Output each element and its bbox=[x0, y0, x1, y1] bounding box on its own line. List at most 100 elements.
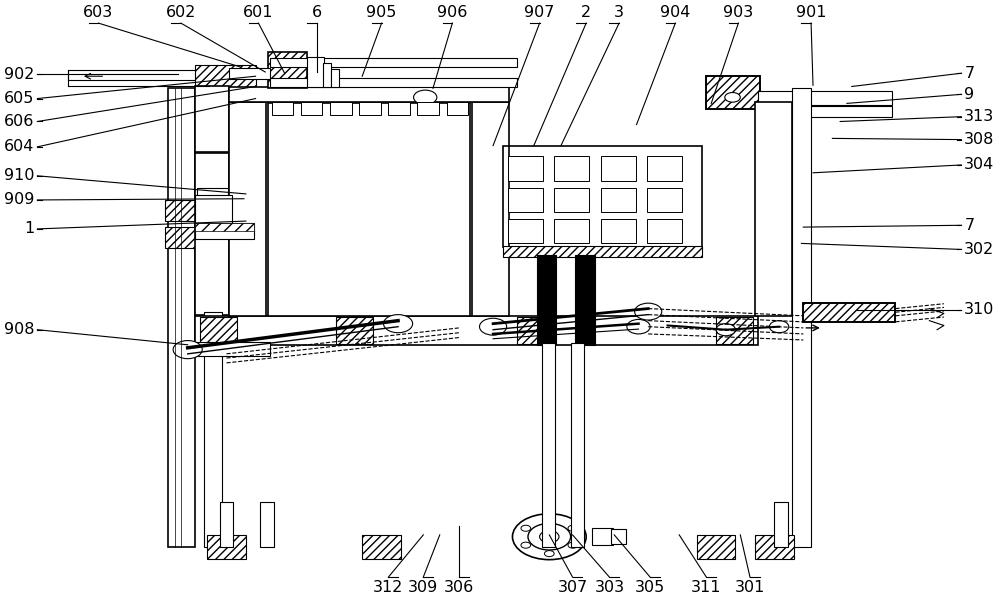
Bar bbox=[503, 246, 702, 257]
Bar bbox=[575, 255, 595, 345]
Bar bbox=[716, 317, 753, 344]
Bar bbox=[165, 227, 200, 248]
Bar bbox=[537, 255, 556, 345]
Bar bbox=[508, 219, 543, 243]
Bar bbox=[542, 343, 555, 547]
Bar bbox=[270, 58, 517, 67]
Bar bbox=[229, 87, 509, 102]
Text: 904: 904 bbox=[660, 5, 691, 20]
Bar bbox=[68, 70, 209, 80]
Bar bbox=[188, 342, 270, 356]
Circle shape bbox=[173, 341, 202, 359]
Text: 302: 302 bbox=[964, 242, 995, 257]
Bar bbox=[503, 146, 702, 247]
Bar bbox=[301, 102, 322, 116]
Bar bbox=[601, 157, 636, 181]
Bar bbox=[307, 71, 326, 79]
Circle shape bbox=[544, 517, 554, 523]
Circle shape bbox=[521, 525, 531, 531]
Circle shape bbox=[414, 90, 437, 105]
Text: 606: 606 bbox=[4, 114, 35, 129]
Bar bbox=[508, 157, 543, 181]
Text: 605: 605 bbox=[4, 91, 35, 106]
Text: 310: 310 bbox=[964, 302, 995, 317]
Circle shape bbox=[568, 525, 578, 531]
Text: 6: 6 bbox=[312, 5, 322, 20]
Bar bbox=[195, 223, 254, 231]
Text: 7: 7 bbox=[964, 218, 974, 233]
Bar bbox=[195, 65, 256, 88]
Text: 303: 303 bbox=[594, 580, 624, 595]
Bar bbox=[706, 76, 760, 110]
Bar bbox=[200, 317, 237, 344]
Bar bbox=[601, 219, 636, 243]
Bar bbox=[195, 195, 232, 224]
Bar bbox=[165, 200, 200, 221]
Text: 7: 7 bbox=[964, 66, 974, 80]
Bar bbox=[554, 157, 589, 181]
Circle shape bbox=[480, 318, 507, 335]
Bar bbox=[168, 88, 195, 547]
Bar bbox=[268, 52, 307, 88]
Bar bbox=[336, 317, 373, 344]
Text: 908: 908 bbox=[4, 322, 35, 337]
Text: 903: 903 bbox=[723, 5, 753, 20]
Text: 2: 2 bbox=[581, 5, 591, 20]
Bar bbox=[472, 102, 509, 316]
Text: 306: 306 bbox=[444, 580, 474, 595]
Bar bbox=[331, 69, 339, 87]
Bar bbox=[647, 157, 682, 181]
Bar bbox=[268, 103, 470, 316]
Bar bbox=[601, 188, 636, 212]
Bar bbox=[195, 316, 758, 345]
Bar bbox=[697, 535, 735, 559]
Text: 312: 312 bbox=[373, 580, 404, 595]
Text: 909: 909 bbox=[4, 192, 35, 208]
Text: 604: 604 bbox=[4, 139, 35, 154]
Circle shape bbox=[512, 514, 586, 560]
Text: 910: 910 bbox=[4, 168, 35, 183]
Text: 601: 601 bbox=[243, 5, 274, 20]
Bar bbox=[330, 102, 352, 116]
Bar bbox=[260, 502, 274, 547]
Text: 304: 304 bbox=[964, 157, 995, 172]
Text: 906: 906 bbox=[437, 5, 468, 20]
Bar bbox=[774, 502, 788, 547]
Bar bbox=[207, 535, 246, 559]
Text: 602: 602 bbox=[166, 5, 196, 20]
Circle shape bbox=[521, 542, 531, 548]
Bar bbox=[554, 188, 589, 212]
Circle shape bbox=[716, 324, 735, 336]
Bar bbox=[195, 230, 254, 238]
Bar bbox=[359, 102, 381, 116]
Bar bbox=[388, 102, 410, 116]
Text: 305: 305 bbox=[635, 580, 665, 595]
Bar bbox=[803, 302, 895, 322]
Bar bbox=[197, 188, 228, 200]
Circle shape bbox=[544, 551, 554, 557]
Bar bbox=[758, 106, 892, 117]
Circle shape bbox=[528, 523, 571, 550]
Text: 3: 3 bbox=[614, 5, 624, 20]
Bar bbox=[229, 102, 266, 316]
Text: 907: 907 bbox=[524, 5, 555, 20]
Bar bbox=[554, 219, 589, 243]
Bar bbox=[362, 535, 401, 559]
Bar bbox=[195, 204, 229, 315]
Text: 307: 307 bbox=[557, 580, 588, 595]
Bar bbox=[417, 102, 439, 116]
Bar bbox=[755, 102, 792, 316]
Bar bbox=[447, 102, 468, 116]
Circle shape bbox=[540, 531, 559, 543]
Bar bbox=[647, 219, 682, 243]
Bar bbox=[307, 57, 324, 87]
Bar bbox=[758, 91, 892, 105]
Circle shape bbox=[769, 321, 789, 333]
Text: 308: 308 bbox=[964, 132, 995, 147]
Circle shape bbox=[635, 303, 662, 320]
Bar bbox=[755, 535, 794, 559]
Bar bbox=[611, 529, 626, 544]
Text: 9: 9 bbox=[964, 87, 974, 102]
Bar bbox=[792, 88, 811, 547]
Text: 905: 905 bbox=[366, 5, 397, 20]
